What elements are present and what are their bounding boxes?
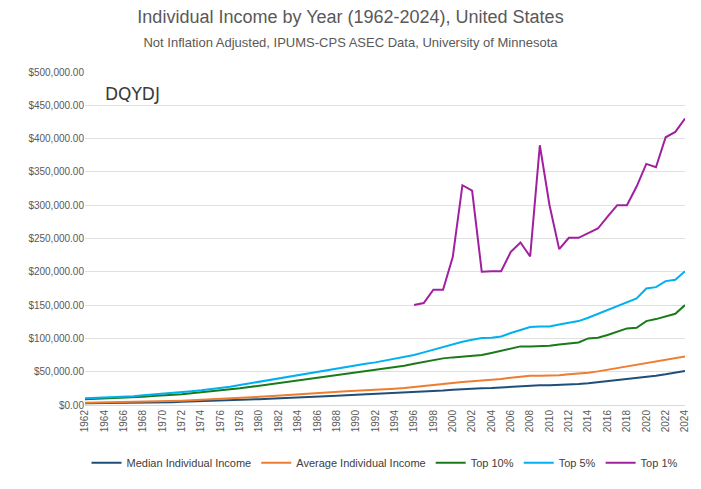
svg-text:1964: 1964: [99, 410, 110, 433]
svg-text:$350,000.00: $350,000.00: [28, 166, 84, 177]
svg-text:1974: 1974: [195, 410, 206, 433]
svg-text:DQYDJ: DQYDJ: [105, 84, 160, 104]
svg-text:$50,000.00: $50,000.00: [34, 366, 84, 377]
svg-text:2004: 2004: [486, 410, 497, 433]
svg-text:2014: 2014: [582, 410, 593, 433]
svg-text:1972: 1972: [176, 410, 187, 433]
svg-text:2016: 2016: [602, 410, 613, 433]
svg-text:Top 10%: Top 10%: [471, 457, 514, 469]
svg-text:Top 1%: Top 1%: [641, 457, 678, 469]
svg-text:2024: 2024: [679, 410, 690, 433]
svg-text:2000: 2000: [447, 410, 458, 433]
svg-text:1984: 1984: [292, 410, 303, 433]
svg-text:Median Individual Income: Median Individual Income: [127, 457, 252, 469]
svg-text:$500,000.00: $500,000.00: [28, 67, 84, 78]
svg-text:1978: 1978: [234, 410, 245, 433]
svg-text:$450,000.00: $450,000.00: [28, 100, 84, 111]
svg-text:Top 5%: Top 5%: [559, 457, 596, 469]
svg-text:1970: 1970: [157, 410, 168, 433]
svg-text:2006: 2006: [505, 410, 516, 433]
svg-text:$400,000.00: $400,000.00: [28, 133, 84, 144]
svg-text:2002: 2002: [466, 410, 477, 433]
svg-text:2020: 2020: [641, 410, 652, 433]
svg-text:1980: 1980: [253, 410, 264, 433]
svg-text:1994: 1994: [389, 410, 400, 433]
svg-text:1966: 1966: [118, 410, 129, 433]
svg-text:1976: 1976: [215, 410, 226, 433]
svg-text:$150,000.00: $150,000.00: [28, 300, 84, 311]
svg-text:1968: 1968: [137, 410, 148, 433]
svg-text:$0.00: $0.00: [59, 400, 84, 411]
svg-text:$250,000.00: $250,000.00: [28, 233, 84, 244]
svg-text:1992: 1992: [370, 410, 381, 433]
svg-text:1996: 1996: [408, 410, 419, 433]
svg-text:1990: 1990: [350, 410, 361, 433]
svg-text:$300,000.00: $300,000.00: [28, 200, 84, 211]
svg-text:$100,000.00: $100,000.00: [28, 333, 84, 344]
svg-text:2010: 2010: [544, 410, 555, 433]
svg-text:2008: 2008: [524, 410, 535, 433]
svg-text:Average Individual Income: Average Individual Income: [296, 457, 425, 469]
svg-text:$200,000.00: $200,000.00: [28, 266, 84, 277]
svg-text:2012: 2012: [563, 410, 574, 433]
svg-text:2022: 2022: [660, 410, 671, 433]
svg-text:1962: 1962: [79, 410, 90, 433]
svg-text:2018: 2018: [621, 410, 632, 433]
svg-text:1986: 1986: [312, 410, 323, 433]
svg-text:1988: 1988: [331, 410, 342, 433]
svg-text:1998: 1998: [428, 410, 439, 433]
svg-text:Individual Income by Year (196: Individual Income by Year (1962-2024), U…: [137, 7, 563, 49]
svg-text:1982: 1982: [273, 410, 284, 433]
